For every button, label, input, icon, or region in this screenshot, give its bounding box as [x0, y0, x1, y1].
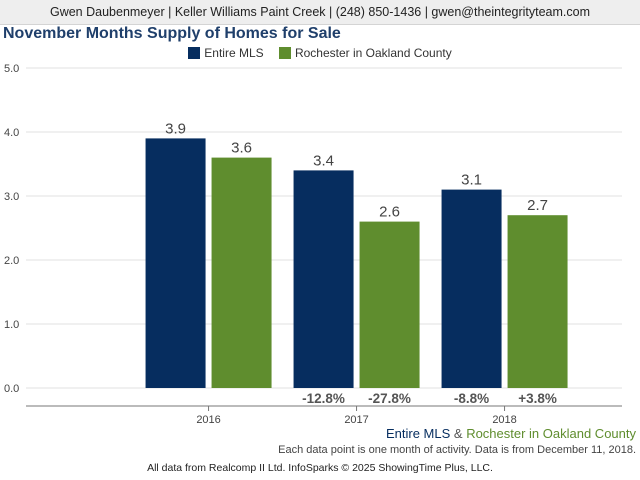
chart-legend: Entire MLS Rochester in Oakland County: [0, 46, 640, 60]
footnote-series1: Entire MLS: [385, 426, 451, 441]
x-tick-label: 2017: [344, 414, 368, 426]
x-tick-label: 2018: [492, 414, 516, 426]
change-label: -12.8%: [302, 391, 345, 406]
bar-entire-mls-2018: [441, 189, 502, 388]
y-tick-label: 4.0: [4, 127, 19, 139]
data-note: Each data point is one month of activity…: [278, 444, 636, 456]
data-label: 3.4: [313, 152, 334, 169]
y-tick-label: 2.0: [4, 255, 19, 267]
bar-entire-mls-2017: [293, 170, 354, 388]
bar-rochester-2016: [211, 157, 272, 388]
legend-item-rochester[interactable]: Rochester in Oakland County: [278, 46, 452, 60]
legend-label-rochester: Rochester in Oakland County: [294, 46, 452, 60]
x-tick-label: 2016: [196, 414, 220, 426]
contact-text: Gwen Daubenmeyer | Keller Williams Paint…: [49, 5, 591, 19]
footnote-legend: Entire MLS & Rochester in Oakland County: [386, 426, 636, 441]
data-label: 3.6: [231, 140, 252, 157]
bar-entire-mls-2016: [145, 138, 206, 388]
y-tick-label: 5.0: [4, 63, 19, 75]
data-label: 2.6: [379, 204, 400, 221]
legend-item-entire-mls[interactable]: Entire MLS: [188, 46, 264, 60]
data-credit: All data from Realcomp II Ltd. InfoSpark…: [147, 462, 493, 474]
change-label: +3.8%: [518, 391, 557, 406]
legend-swatch-entire-mls: [188, 47, 201, 59]
legend-label-entire-mls: Entire MLS: [204, 46, 264, 60]
data-label: 3.9: [165, 120, 186, 137]
footnote-and: &: [450, 426, 467, 441]
chart-title: November Months Supply of Homes for Sale: [3, 25, 341, 42]
footnote-series2: Rochester in Oakland County: [466, 426, 636, 441]
bar-rochester-2018: [507, 215, 568, 388]
y-tick-label: 0.0: [4, 383, 19, 395]
y-tick-label: 1.0: [4, 319, 19, 331]
change-label: -8.8%: [454, 391, 489, 406]
contact-header: Gwen Daubenmeyer | Keller Williams Paint…: [0, 0, 640, 25]
change-label: -27.8%: [368, 391, 411, 406]
legend-swatch-rochester: [278, 47, 291, 59]
data-label: 2.7: [527, 197, 548, 214]
data-label: 3.1: [461, 172, 482, 189]
y-tick-label: 3.0: [4, 191, 19, 203]
bar-rochester-2017: [359, 221, 420, 388]
